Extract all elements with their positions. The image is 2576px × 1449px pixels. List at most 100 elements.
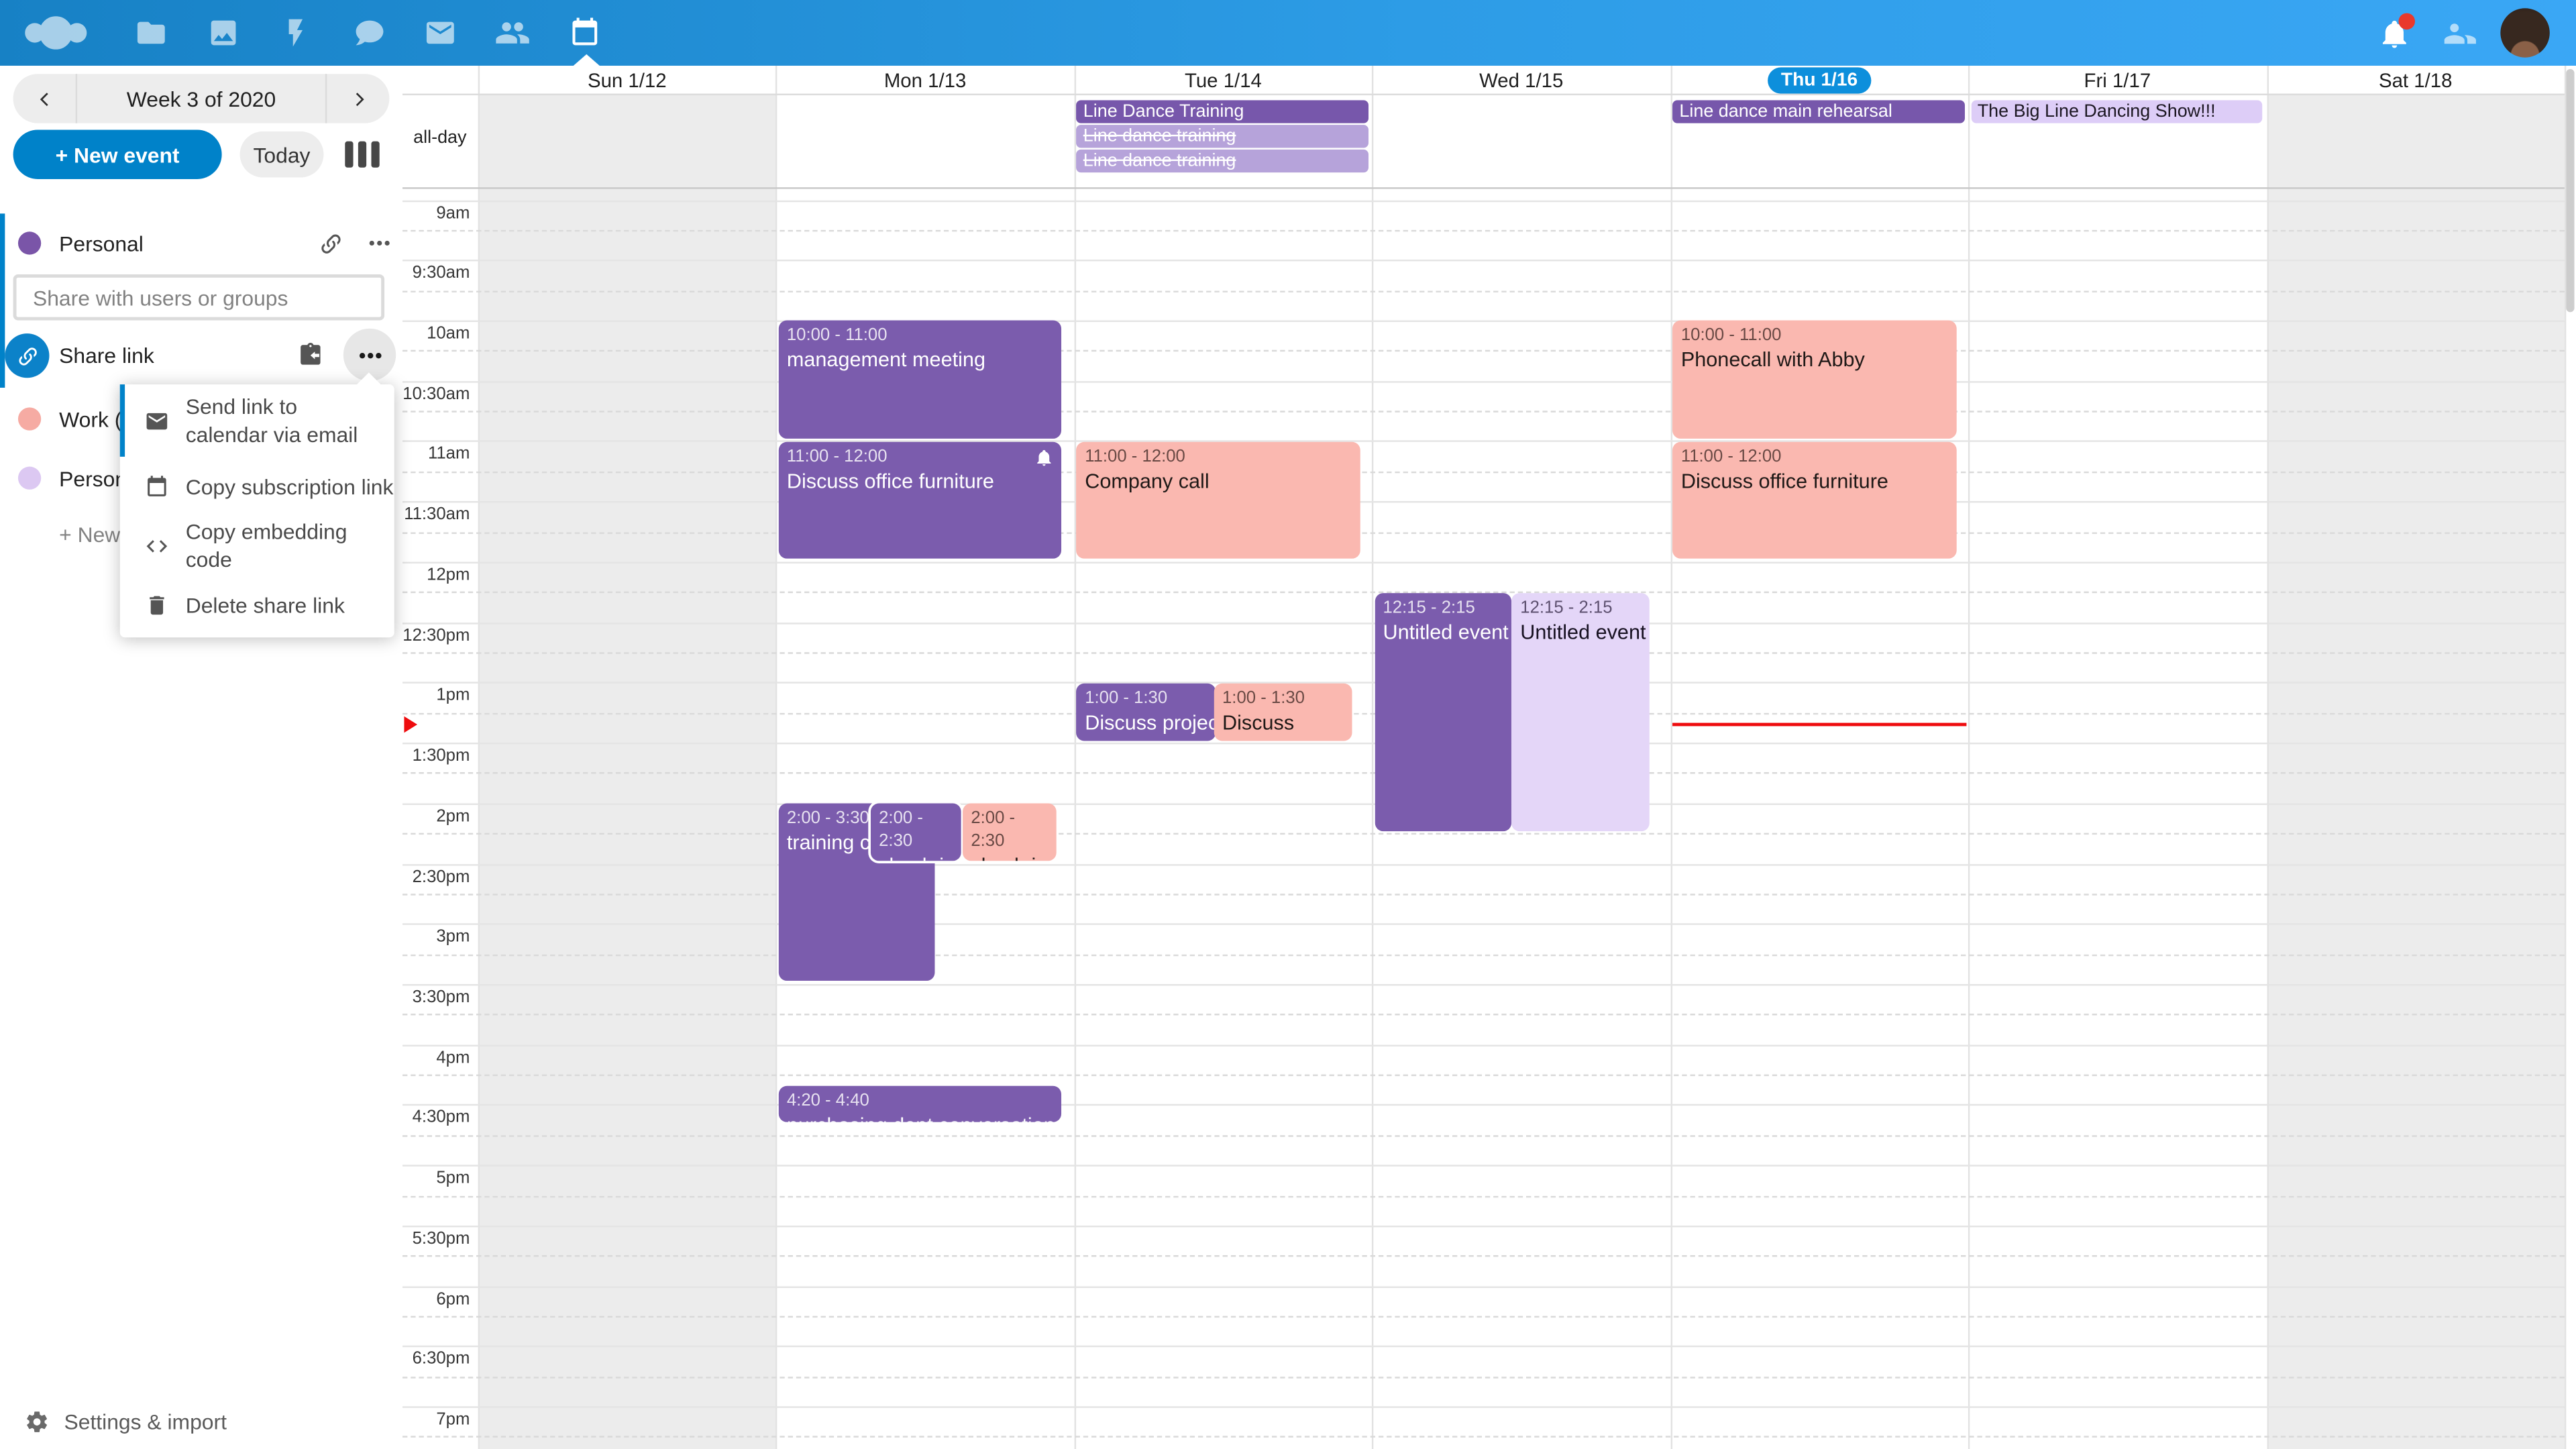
slot-line	[402, 561, 2565, 564]
event-title: check-in	[971, 853, 1048, 861]
slot-line	[402, 1285, 2565, 1288]
share-link-icon[interactable]	[319, 231, 343, 256]
talk-icon[interactable]	[333, 0, 406, 66]
time-label: 11:30am	[404, 504, 470, 525]
activity-icon[interactable]	[260, 0, 332, 66]
mail-icon[interactable]	[404, 0, 476, 66]
weekend-shading	[478, 93, 776, 1449]
calendar-color-dot[interactable]	[17, 231, 42, 255]
allday-event[interactable]: Line dance main rehearsal	[1672, 99, 1965, 123]
week-switcher: Week 3 of 2020	[13, 74, 390, 123]
column-border	[1670, 65, 1673, 1449]
day-header-label: Tue 1/14	[1184, 68, 1262, 91]
slot-line	[402, 1406, 2565, 1409]
calendar-actions-icon[interactable]	[366, 230, 392, 256]
allday-event[interactable]: Line dance training	[1076, 149, 1368, 172]
event-title: Untitled event	[1520, 621, 1646, 644]
settings-import-button[interactable]: Settings & import	[0, 1401, 402, 1441]
calendar-event[interactable]: 12:15 - 2:15 Untitled event	[1512, 592, 1650, 831]
copy-share-link-icon[interactable]	[297, 341, 323, 368]
quarter-hour-line	[402, 1014, 2565, 1016]
view-toggle-icon[interactable]	[345, 141, 380, 168]
next-week-button[interactable]	[327, 74, 389, 123]
time-label: 4:30pm	[412, 1108, 470, 1128]
calendar-event[interactable]: 2:00 - 2:30check-in	[870, 804, 961, 861]
calendar-icon[interactable]	[549, 0, 621, 66]
day-column[interactable]	[478, 187, 776, 1449]
quarter-hour-line	[402, 531, 2565, 533]
calendar-event[interactable]: 10:00 - 11:00 Phonecall with Abby	[1672, 321, 1956, 439]
time-label: 11am	[427, 444, 470, 464]
time-label: 4pm	[436, 1047, 470, 1068]
quarter-hour-line	[402, 1316, 2565, 1318]
event-time: 2:00 - 2:30	[971, 808, 1016, 852]
quarter-hour-line	[402, 893, 2565, 896]
contacts-icon[interactable]	[476, 0, 549, 66]
day-column[interactable]	[2267, 187, 2565, 1449]
top-bar	[0, 0, 2576, 66]
calendar-event[interactable]: 11:00 - 12:00 Discuss office furniture	[1672, 441, 1956, 559]
menu-item-copy-subscription-link[interactable]: Copy subscription link	[120, 457, 394, 516]
calendar-event[interactable]: 4:20 - 4:40 purchasing dept conversation	[778, 1085, 1062, 1123]
calendar-event[interactable]: 11:00 - 12:00 Discuss office furniture	[778, 441, 1062, 559]
time-label: 6:30pm	[412, 1349, 470, 1369]
day-header: Sun 1/12	[478, 66, 776, 94]
calendar-color-dot[interactable]	[17, 466, 42, 490]
allday-event[interactable]: Line Dance Training	[1076, 99, 1368, 123]
week-label[interactable]: Week 3 of 2020	[126, 86, 276, 111]
contacts-menu-icon[interactable]	[2423, 0, 2496, 66]
calendar-event[interactable]: 10:00 - 11:00 management meeting	[778, 321, 1062, 439]
day-header-label: Sat 1/18	[2378, 68, 2453, 91]
day-column[interactable]	[1968, 187, 2266, 1449]
calendar-event[interactable]: 11:00 - 12:00 Company call	[1076, 441, 1360, 559]
bell-icon[interactable]	[2357, 0, 2430, 66]
avatar[interactable]	[2500, 8, 2550, 58]
current-time-arrow	[404, 716, 418, 733]
column-border	[1371, 65, 1374, 1449]
reminder-bell-icon	[1038, 449, 1052, 466]
menu-item-copy-embedding-code[interactable]: Copy embedding code	[120, 516, 394, 575]
time-label: 3pm	[436, 926, 470, 947]
menu-item-label: Copy subscription link	[185, 474, 394, 499]
allday-event[interactable]: The Big Line Dancing Show!!!	[1970, 99, 2263, 123]
calendar-event[interactable]: 2:00 - 2:30check-in	[963, 804, 1057, 861]
today-button[interactable]: Today	[239, 131, 324, 178]
calendar-color-dot[interactable]	[17, 407, 42, 431]
previous-week-button[interactable]	[13, 74, 76, 123]
calendar-item-personal[interactable]: Personal	[0, 223, 402, 263]
day-column[interactable]	[1074, 187, 1372, 1449]
quarter-hour-line	[402, 1255, 2565, 1258]
divider	[75, 74, 78, 123]
event-time: 2:00 - 2:30	[879, 808, 923, 852]
slot-line	[402, 501, 2565, 503]
files-icon[interactable]	[115, 0, 187, 66]
share-link-more-button[interactable]	[343, 328, 396, 382]
menu-item-label: Send link to calendar via email	[185, 394, 358, 447]
menu-item-send-link-email[interactable]: Send link to calendar via email	[119, 384, 394, 457]
column-border	[1074, 65, 1077, 1449]
slot-line	[402, 863, 2565, 865]
vertical-scrollbar[interactable]	[2566, 68, 2575, 313]
slot-line	[402, 320, 2565, 322]
photos-icon[interactable]	[187, 0, 260, 66]
calendar-item-label: Personal	[59, 231, 144, 256]
day-header: Wed 1/15	[1373, 66, 1670, 94]
event-time: 4:20 - 4:40	[786, 1090, 869, 1110]
slot-line	[402, 1225, 2565, 1228]
new-event-button[interactable]: + New event	[13, 129, 222, 179]
quarter-hour-line	[402, 1436, 2565, 1438]
share-input[interactable]	[13, 274, 385, 321]
time-label: 6pm	[436, 1289, 470, 1309]
calendar-event[interactable]: 12:15 - 2:15 Untitled event	[1375, 592, 1511, 831]
allday-event[interactable]: Line dance training	[1076, 124, 1368, 148]
today-pill: Thu 1/16	[1768, 66, 1871, 93]
time-label: 9:30am	[412, 263, 470, 283]
gear-icon	[27, 1411, 47, 1432]
day-header-label: Wed 1/15	[1479, 68, 1564, 91]
menu-item-label: Delete share link	[185, 592, 345, 617]
quarter-hour-line	[402, 833, 2565, 835]
nextcloud-logo[interactable]	[19, 0, 92, 66]
menu-item-delete-share-link[interactable]: Delete share link	[120, 575, 394, 634]
